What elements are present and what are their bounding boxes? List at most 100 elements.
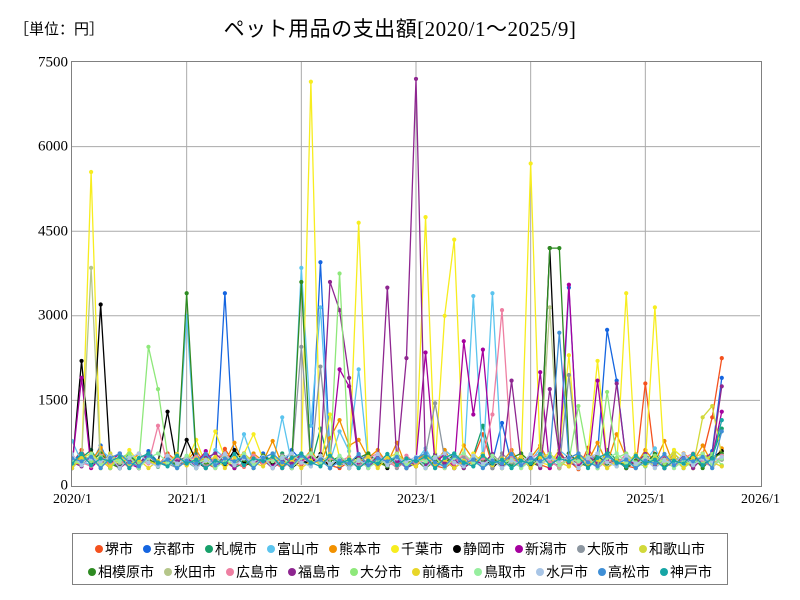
data-point (710, 403, 715, 409)
data-point (423, 215, 428, 220)
data-point (117, 451, 122, 456)
legend-item-大阪市[interactable]: 大阪市 (577, 539, 629, 559)
data-point (719, 409, 724, 414)
legend-item-京都市[interactable]: 京都市 (143, 539, 195, 559)
data-point (681, 465, 686, 471)
data-point (490, 461, 495, 466)
data-point (385, 285, 390, 290)
data-point (691, 455, 696, 461)
legend-item-福島市[interactable]: 福島市 (288, 562, 340, 582)
legend-item-千葉市[interactable]: 千葉市 (391, 539, 443, 559)
data-point (337, 429, 342, 434)
data-point (79, 459, 84, 464)
data-point (347, 375, 352, 380)
data-point (585, 460, 591, 465)
y-axis-tick-label: 1500 (38, 392, 68, 409)
legend-item-広島市[interactable]: 広島市 (226, 562, 278, 582)
data-point (557, 463, 562, 468)
data-point (538, 455, 543, 461)
data-point (566, 464, 571, 469)
data-point (194, 465, 199, 471)
legend-item-相模原市[interactable]: 相模原市 (88, 562, 154, 582)
data-point (614, 432, 619, 437)
data-point (423, 465, 428, 471)
legend-item-神戸市[interactable]: 神戸市 (660, 562, 712, 582)
legend-item-新潟市[interactable]: 新潟市 (515, 539, 567, 559)
legend-color-swatch-icon (164, 567, 172, 576)
data-point (691, 459, 696, 464)
legend-item-大分市[interactable]: 大分市 (350, 562, 402, 582)
data-point (337, 367, 342, 372)
data-point (499, 420, 505, 426)
data-point (385, 451, 390, 457)
legend-label: 新潟市 (525, 540, 567, 557)
legend-color-swatch-icon (143, 544, 151, 553)
legend-item-水戸市[interactable]: 水戸市 (536, 562, 588, 582)
data-point (652, 465, 657, 471)
legend-label: 福島市 (298, 563, 340, 580)
legend-color-swatch-icon (95, 544, 103, 553)
data-point (691, 451, 696, 457)
data-point (222, 461, 227, 466)
data-point (347, 461, 352, 466)
data-point (719, 356, 724, 361)
data-point (318, 453, 323, 458)
data-point (719, 418, 724, 423)
data-point (404, 356, 409, 361)
data-point (155, 460, 161, 465)
data-point (719, 464, 724, 469)
data-point (442, 464, 447, 469)
legend-label: 鳥取市 (484, 563, 526, 580)
data-point (471, 464, 476, 469)
data-point (79, 375, 84, 380)
data-point (624, 457, 629, 462)
legend-item-前橋市[interactable]: 前橋市 (412, 562, 464, 582)
data-point (595, 358, 600, 364)
legend-label: 堺市 (105, 540, 133, 557)
data-point (72, 461, 75, 466)
data-point (89, 265, 94, 270)
data-point (155, 451, 161, 456)
data-point (175, 453, 180, 458)
data-point (595, 451, 600, 456)
data-point (375, 461, 380, 466)
data-point (509, 458, 514, 463)
data-point (241, 432, 247, 437)
data-point (232, 459, 237, 464)
data-point (79, 358, 84, 364)
data-point (585, 455, 591, 461)
data-point (480, 465, 485, 471)
data-point (175, 465, 180, 471)
data-point (499, 457, 505, 462)
legend-item-秋田市[interactable]: 秋田市 (164, 562, 216, 582)
data-point (404, 465, 409, 471)
data-point (719, 384, 724, 389)
data-point (222, 446, 227, 452)
legend-item-熊本市[interactable]: 熊本市 (329, 539, 381, 559)
data-point (509, 378, 514, 383)
legend-item-札幌市[interactable]: 札幌市 (205, 539, 257, 559)
data-point (127, 460, 132, 465)
data-point (232, 463, 237, 468)
legend-color-swatch-icon (453, 544, 461, 553)
data-point (614, 451, 619, 456)
data-point (671, 451, 677, 456)
legend-item-高松市[interactable]: 高松市 (598, 562, 650, 582)
data-point (461, 339, 466, 344)
legend-item-和歌山市[interactable]: 和歌山市 (639, 539, 705, 559)
legend-item-富山市[interactable]: 富山市 (267, 539, 319, 559)
legend-item-鳥取市[interactable]: 鳥取市 (474, 562, 526, 582)
legend-item-静岡市[interactable]: 静岡市 (453, 539, 505, 559)
x-axis-tick-label: 2023/1 (397, 492, 436, 507)
data-point (700, 463, 705, 468)
data-point (528, 456, 533, 461)
legend-item-堺市[interactable]: 堺市 (95, 539, 133, 559)
data-point (375, 465, 380, 471)
data-point (280, 460, 285, 465)
data-point (538, 463, 543, 468)
data-point (175, 461, 180, 466)
series-line (72, 267, 723, 469)
data-point (155, 387, 161, 392)
data-point (566, 372, 571, 378)
data-point (232, 455, 237, 461)
